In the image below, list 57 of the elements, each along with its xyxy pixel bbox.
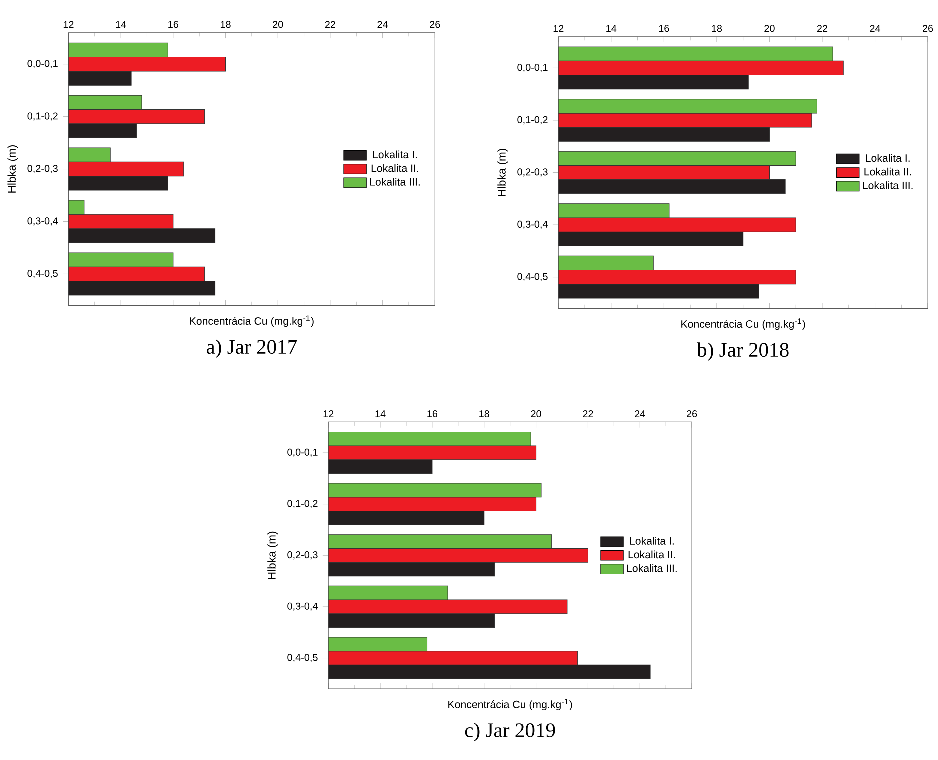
x-axis-title: Koncentrácia Cu (mg.kg$^{-1}$) xyxy=(682,318,806,330)
x-tick-label: 24 xyxy=(635,410,646,418)
legend-label: Lokalita II. xyxy=(372,164,418,172)
x-tick-label: 22 xyxy=(325,21,336,28)
x-tick-label: 12 xyxy=(64,21,74,28)
y-axis-title: Hlbka (m) xyxy=(498,149,508,196)
y-tick-label: 0,2-0,3 xyxy=(288,552,318,560)
x-tick-label: 26 xyxy=(923,25,934,32)
y-tick-label: 0,0-0,1 xyxy=(288,449,318,458)
x-tick-label: 24 xyxy=(870,25,881,32)
legend-label: Lokalita III. xyxy=(627,564,677,572)
text: c) Jar 2019 xyxy=(465,723,556,742)
x-tick-label: 18 xyxy=(480,410,490,418)
y-tick-label: 0,1-0,2 xyxy=(518,116,548,125)
x-axis-title: Koncentrácia Cu (mg.kg$^{-1}$) xyxy=(448,699,572,711)
legend-label: Lokalita I. xyxy=(630,537,674,546)
x-tick-label: 12 xyxy=(324,410,334,418)
x-tick-label: 18 xyxy=(712,25,722,32)
text: b) Jar 2018 xyxy=(697,342,789,362)
x-tick-label: 20 xyxy=(531,410,542,418)
y-tick-label: 0,1-0,2 xyxy=(288,500,318,509)
legend-label: Lokalita I. xyxy=(866,154,910,162)
y-tick-label: 0,3-0,4 xyxy=(288,602,318,612)
x-tick-label: 14 xyxy=(606,25,617,32)
x-tick-label: 26 xyxy=(687,410,698,418)
x-tick-label: 16 xyxy=(428,410,438,418)
x-tick-label: 18 xyxy=(220,21,231,28)
y-tick-label: 0,3-0,4 xyxy=(518,221,548,230)
y-tick-label: 0,4-0,5 xyxy=(28,270,58,278)
y-tick-label: 0,0-0,1 xyxy=(518,64,548,72)
legend-label: Lokalita III. xyxy=(370,178,420,186)
x-tick-label: 12 xyxy=(554,25,564,32)
x-tick-label: 22 xyxy=(817,25,828,32)
legend-label: Lokalita II. xyxy=(864,168,912,176)
x-tick-label: 14 xyxy=(116,21,126,28)
x-tick-label: 20 xyxy=(764,25,775,32)
x-tick-label: 16 xyxy=(659,25,670,32)
text: a) Jar 2017 xyxy=(206,340,298,358)
x-tick-label: 20 xyxy=(273,21,284,28)
y-tick-label: 0,4-0,5 xyxy=(288,654,318,663)
y-axis-title: Hlbka (m) xyxy=(268,532,278,580)
legend-label: Lokalita I. xyxy=(373,150,417,159)
y-tick-label: 0,2-0,3 xyxy=(518,168,548,177)
y-tick-label: 0,1-0,2 xyxy=(28,112,58,122)
y-tick-label: 0,3-0,4 xyxy=(28,218,58,226)
y-tick-label: 0,0-0,1 xyxy=(28,60,58,69)
x-tick-label: 24 xyxy=(378,21,388,28)
y-tick-label: 0,4-0,5 xyxy=(518,273,548,282)
y-tick-label: 0,2-0,3 xyxy=(28,165,58,174)
legend-label: Lokalita III. xyxy=(863,182,913,190)
legend-label: Lokalita II. xyxy=(628,550,676,559)
x-tick-label: 26 xyxy=(430,21,440,28)
x-axis-title: Koncentrácia Cu (mg.kg$^{-1}$) xyxy=(190,316,314,328)
y-axis-title: Hlbka (m) xyxy=(8,146,18,193)
x-tick-label: 22 xyxy=(583,410,594,418)
x-tick-label: 16 xyxy=(168,21,179,28)
x-tick-label: 14 xyxy=(376,410,386,418)
